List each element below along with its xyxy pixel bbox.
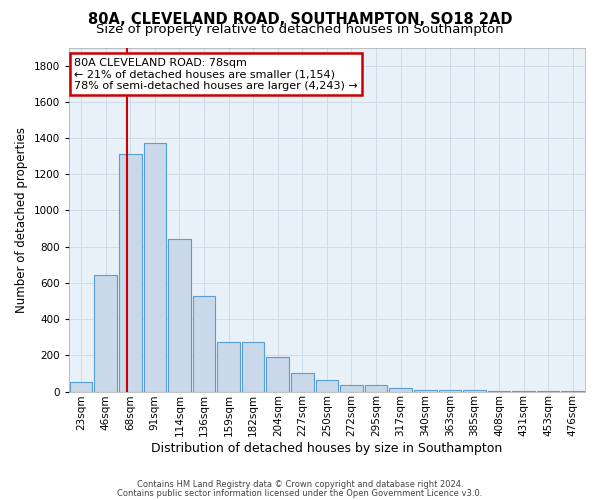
- Bar: [266, 357, 289, 392]
- Bar: [168, 238, 191, 392]
- Bar: [193, 296, 215, 392]
- Bar: [119, 154, 142, 392]
- Text: 80A, CLEVELAND ROAD, SOUTHAMPTON, SO18 2AD: 80A, CLEVELAND ROAD, SOUTHAMPTON, SO18 2…: [88, 12, 512, 28]
- Text: Size of property relative to detached houses in Southampton: Size of property relative to detached ho…: [96, 22, 504, 36]
- Bar: [389, 388, 412, 392]
- Bar: [463, 390, 485, 392]
- Bar: [316, 380, 338, 392]
- Text: 80A CLEVELAND ROAD: 78sqm
← 21% of detached houses are smaller (1,154)
78% of se: 80A CLEVELAND ROAD: 78sqm ← 21% of detac…: [74, 58, 358, 91]
- Bar: [94, 274, 117, 392]
- Bar: [217, 342, 240, 392]
- X-axis label: Distribution of detached houses by size in Southampton: Distribution of detached houses by size …: [151, 442, 503, 455]
- Bar: [291, 372, 314, 392]
- Bar: [143, 142, 166, 392]
- Bar: [439, 390, 461, 392]
- Bar: [242, 342, 265, 392]
- Bar: [414, 390, 437, 392]
- Bar: [340, 385, 363, 392]
- Y-axis label: Number of detached properties: Number of detached properties: [15, 126, 28, 312]
- Bar: [365, 385, 388, 392]
- Bar: [70, 382, 92, 392]
- Text: Contains HM Land Registry data © Crown copyright and database right 2024.: Contains HM Land Registry data © Crown c…: [137, 480, 463, 489]
- Text: Contains public sector information licensed under the Open Government Licence v3: Contains public sector information licen…: [118, 488, 482, 498]
